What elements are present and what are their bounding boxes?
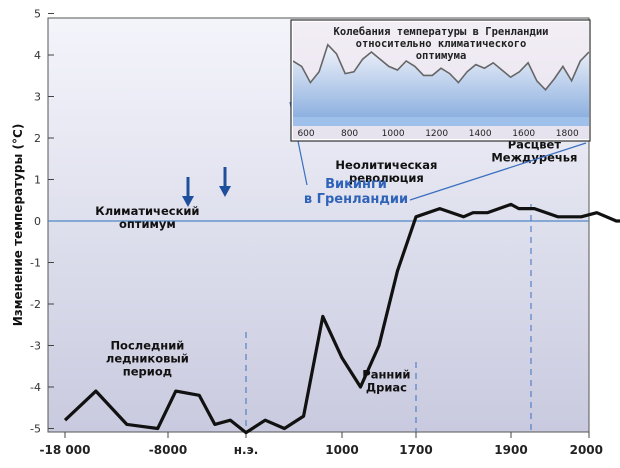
inset-cold-fill <box>293 44 589 120</box>
x-tick-label: 1900 <box>494 443 527 457</box>
inset-tick-label: 1600 <box>512 129 535 139</box>
arrow-mesopotamia <box>219 167 231 197</box>
annotation-line: Климатический <box>95 204 199 218</box>
annotation-line: оптимум <box>119 217 176 231</box>
x-tick-label: н.э. <box>234 443 259 457</box>
y-axis-label: Изменение температуры (°C) <box>11 124 25 327</box>
vikings-label: Викинги в Гренландии <box>304 177 408 207</box>
y-tick-label: 5 <box>34 8 41 21</box>
annotation-label: Неолитическая революция <box>335 158 437 185</box>
inset-title-line: относительно климатического <box>356 38 527 50</box>
y-tick-label: 0 <box>34 215 41 228</box>
inset-tick-label: 1000 <box>382 129 405 139</box>
x-tick-label: -8000 <box>149 443 187 457</box>
x-tick-label: -18 000 <box>40 443 91 457</box>
annotation-line: Неолитическая <box>335 158 437 172</box>
y-tick-label: 2 <box>34 132 41 145</box>
vikings-line: в Гренландии <box>304 192 408 207</box>
inset-tick-label: 1200 <box>425 129 448 139</box>
y-tick-label: -2 <box>30 298 41 311</box>
x-tick-label: 1700 <box>399 443 432 457</box>
x-axis-ticks: -18 000 -8000 н.э. 1000 1700 1900 2000 <box>40 432 603 457</box>
annotation-label: Климатический оптимум <box>95 204 199 231</box>
annotation-line: период <box>123 365 172 379</box>
y-tick-label: -1 <box>30 257 41 270</box>
inset-x-ticks: 600 800 1000 1200 1400 1600 1800 <box>297 129 578 139</box>
inset-bottom-band <box>293 117 589 126</box>
annotation-line: Дриас <box>366 381 407 395</box>
annotation-label: Последний ледниковый период <box>106 339 189 379</box>
inset-series-line <box>293 43 589 92</box>
arrow-neolithic <box>182 177 194 207</box>
y-tick-label: -5 <box>30 423 41 436</box>
x-tick-label: 2000 <box>570 443 603 457</box>
vikings-line: Викинги <box>325 177 387 192</box>
inset-title-line: оптимума <box>416 50 467 62</box>
inset-tick-label: 1400 <box>469 129 492 139</box>
annotation-label: Ранний Дриас <box>362 368 410 395</box>
annotation-line: революция <box>349 171 424 185</box>
inset-title: Колебания температуры в Гренландии относи… <box>334 26 549 62</box>
inset-title-text: Колебания температуры в Гренландии относи… <box>334 26 549 62</box>
inset-tick-label: 1800 <box>556 129 579 139</box>
y-tick-label: 4 <box>34 49 41 62</box>
inset-tick-label: 600 <box>297 129 314 139</box>
annotation-line: Междуречья <box>491 150 577 164</box>
vikings-text: Викинги в Гренландии <box>304 177 408 207</box>
y-tick-label: -4 <box>30 381 41 394</box>
greenland-inset: Колебания температуры в Гренландии относи… <box>290 19 591 142</box>
y-tick-label: 1 <box>34 174 41 187</box>
annotations: Последний ледниковый период Ранний Дриас Неол… <box>95 137 577 395</box>
y-tick-label: 3 <box>34 91 41 104</box>
x-tick-label: 1000 <box>325 443 358 457</box>
inset-tick-label: 800 <box>341 129 358 139</box>
inset-title-line: Колебания температуры в Гренландии <box>334 26 549 38</box>
inset-connector-bottom <box>409 142 587 201</box>
y-tick-label: -3 <box>30 340 41 353</box>
temperature-series-line <box>63 202 620 435</box>
annotation-line: ледниковый <box>106 352 189 366</box>
annotation-line: Ранний <box>362 368 410 382</box>
annotation-line: Последний <box>110 339 184 353</box>
